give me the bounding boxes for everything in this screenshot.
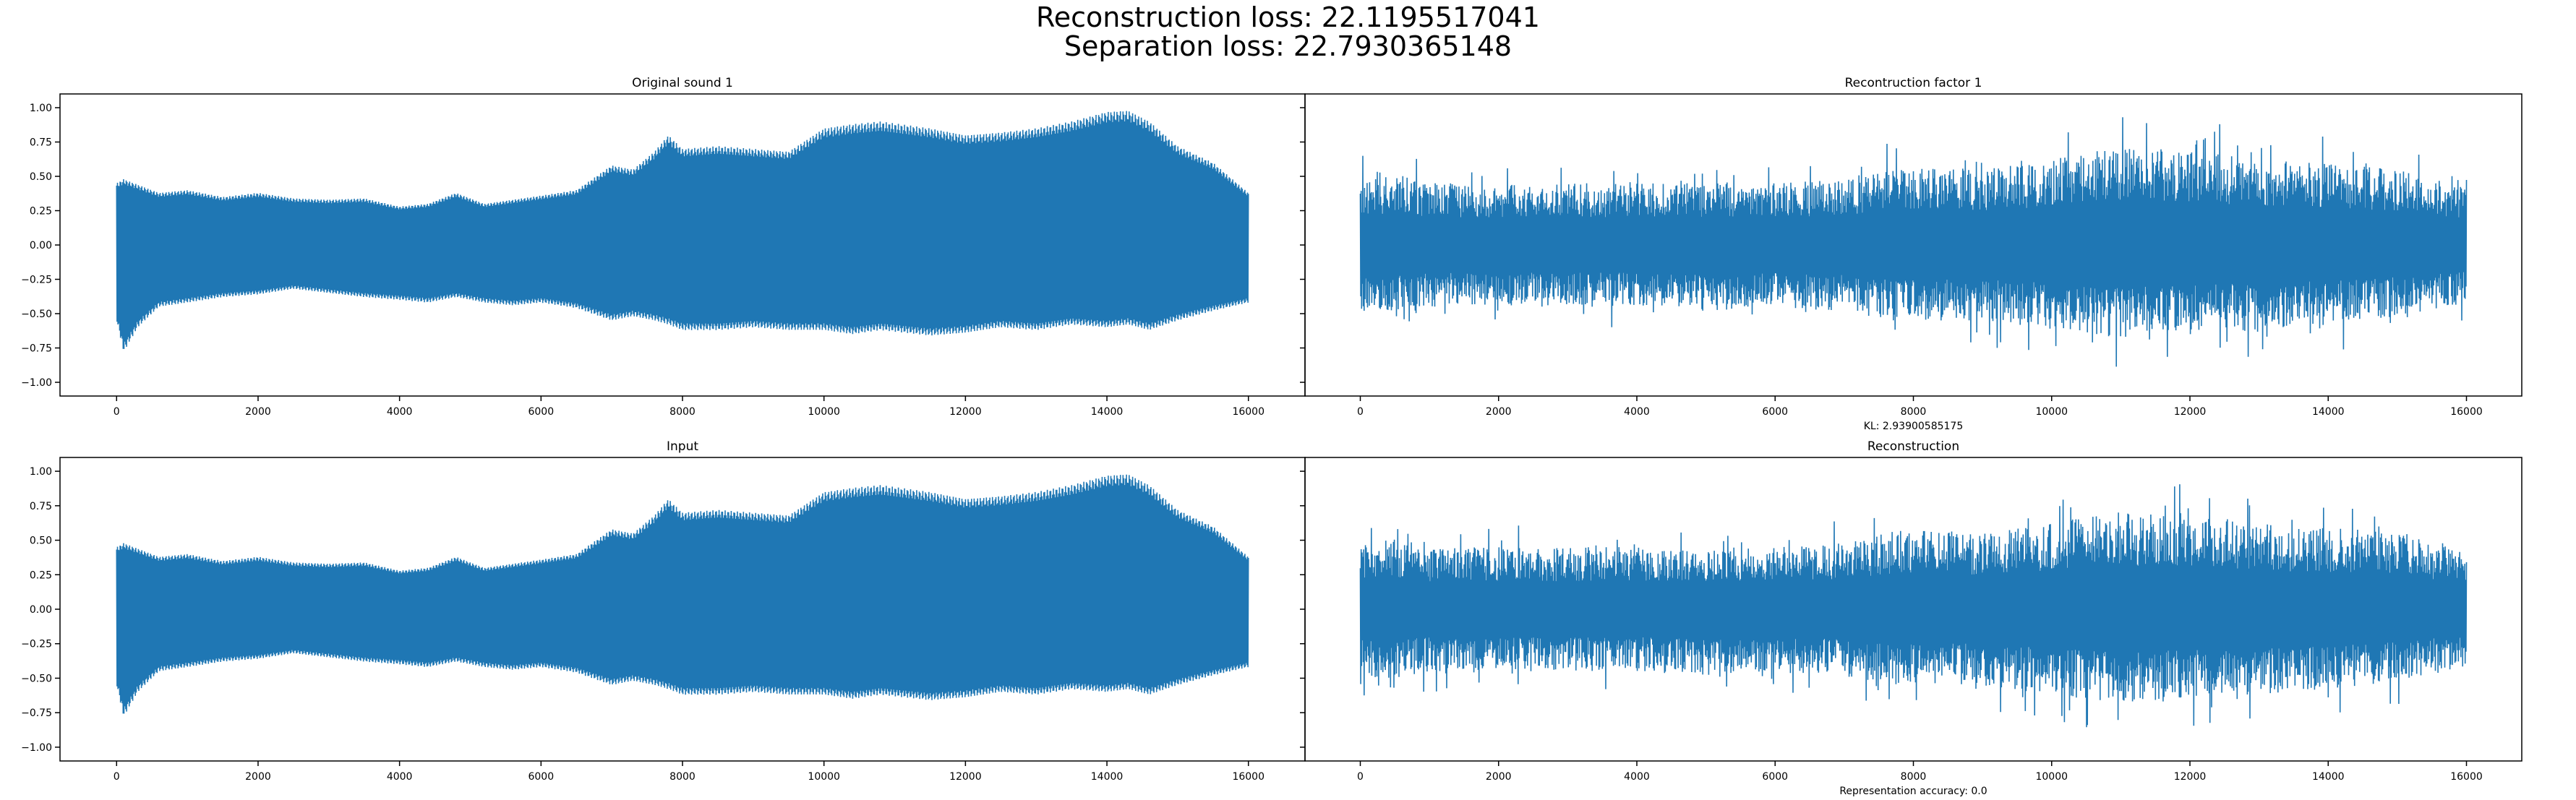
x-tick-label: 10000 <box>2035 771 2068 783</box>
x-tick-label: 8000 <box>669 406 696 418</box>
x-tick-label: 0 <box>1357 771 1364 783</box>
x-tick-label: 16000 <box>1232 771 1265 783</box>
x-axis-label: Representation accuracy: 0.0 <box>1839 786 1987 797</box>
x-tick-label: 12000 <box>949 406 982 418</box>
y-tick-label: 0.75 <box>30 137 52 149</box>
waveform-series-3 <box>116 474 1249 714</box>
x-tick-label: 8000 <box>1901 771 1927 783</box>
y-tick-label: −0.50 <box>21 309 52 320</box>
x-tick-label: 12000 <box>2174 406 2207 418</box>
subplot-4: Reconstruction 0 2000 4000 6000 8000 10000 1200… <box>1300 439 2522 797</box>
x-tick-label: 4000 <box>1624 771 1650 783</box>
x-tick-label: 6000 <box>528 771 554 783</box>
x-tick-label: 4000 <box>387 771 413 783</box>
y-tick-label: 0.25 <box>30 206 52 218</box>
subplot-1: Original sound 1 0 2000 4000 6000 8000 10000 12… <box>21 76 1306 418</box>
y-tick-label: 0.75 <box>30 501 52 512</box>
x-tick-label: 8000 <box>669 771 696 783</box>
y-tick-label: 1.00 <box>30 103 52 114</box>
x-tick-label: 16000 <box>2450 771 2483 783</box>
subplot-3: Input 0 2000 4000 6000 8000 10000 12000 14000 160… <box>21 439 1306 783</box>
x-tick-label: 12000 <box>2174 771 2207 783</box>
y-tick-label: 0.00 <box>30 240 52 251</box>
y-tick-label: 0.50 <box>30 536 52 547</box>
x-tick-label: 10000 <box>808 771 840 783</box>
y-tick-label: 0.25 <box>30 569 52 581</box>
subplot-title: Recontruction factor 1 <box>1845 76 1982 90</box>
y-tick-label: −0.25 <box>21 639 52 650</box>
x-tick-label: 6000 <box>528 406 554 418</box>
y-tick-label: −0.75 <box>21 707 52 719</box>
x-tick-label: 6000 <box>1762 771 1788 783</box>
waveform-series-1 <box>116 111 1249 349</box>
x-tick-label: 4000 <box>387 406 413 418</box>
x-tick-label: 2000 <box>1486 406 1512 418</box>
y-tick-label: −1.00 <box>21 742 52 754</box>
x-tick-label: 2000 <box>245 771 271 783</box>
x-tick-label: 14000 <box>2312 406 2345 418</box>
x-tick-label: 10000 <box>2035 406 2068 418</box>
x-tick-label: 14000 <box>1091 406 1124 418</box>
x-tick-label: 0 <box>114 771 120 783</box>
figure-title-line-2: Separation loss: 22.7930365148 <box>1064 30 1512 62</box>
y-tick-label: −0.50 <box>21 673 52 684</box>
y-tick-label: 0.50 <box>30 171 52 183</box>
y-tick-label: −0.75 <box>21 343 52 355</box>
x-tick-label: 6000 <box>1762 406 1788 418</box>
x-tick-label: 14000 <box>1091 771 1124 783</box>
x-tick-label: 2000 <box>245 406 271 418</box>
subplot-title: Original sound 1 <box>632 76 733 90</box>
x-tick-label: 10000 <box>808 406 840 418</box>
subplot-title: Reconstruction <box>1867 439 1959 454</box>
figure-title-line-1: Reconstruction loss: 22.1195517041 <box>1036 1 1540 33</box>
x-tick-label: 0 <box>114 406 120 418</box>
x-tick-label: 12000 <box>949 771 982 783</box>
subplot-2: Recontruction factor 1 0 2000 4000 6000 8000 1… <box>1300 76 2522 432</box>
waveform-series-4 <box>1359 484 2468 728</box>
y-tick-label: 0.00 <box>30 604 52 616</box>
subplot-title: Input <box>667 439 698 454</box>
y-tick-label: −0.25 <box>21 275 52 286</box>
y-tick-label: 1.00 <box>30 466 52 478</box>
x-tick-label: 8000 <box>1901 406 1927 418</box>
x-tick-label: 4000 <box>1624 406 1650 418</box>
x-tick-label: 2000 <box>1486 771 1512 783</box>
x-tick-label: 16000 <box>1232 406 1265 418</box>
y-tick-label: −1.00 <box>21 377 52 389</box>
x-tick-label: 14000 <box>2312 771 2345 783</box>
waveform-series-2 <box>1359 117 2468 367</box>
x-tick-label: 0 <box>1357 406 1364 418</box>
x-axis-label: KL: 2.93900585175 <box>1864 421 1963 432</box>
x-tick-label: 16000 <box>2450 406 2483 418</box>
